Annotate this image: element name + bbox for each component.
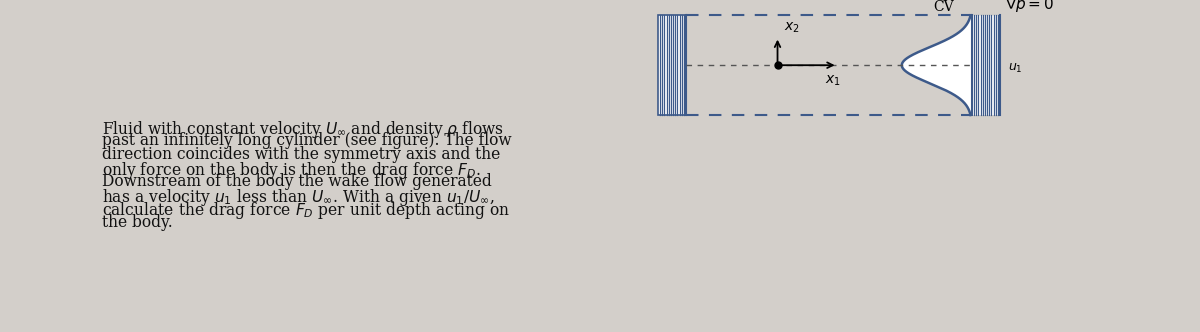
Text: direction coincides with the symmetry axis and the: direction coincides with the symmetry ax… [102,146,500,163]
Text: $x_1$: $x_1$ [824,74,840,89]
Text: has a velocity $u_1$ less than $U_{\infty}$. With a given $u_1/U_{\infty}$,: has a velocity $u_1$ less than $U_{\inft… [102,187,494,208]
Polygon shape [902,15,1000,115]
Text: $\nabla p = 0$: $\nabla p = 0$ [1006,0,1055,14]
Text: calculate the drag force $F_D$ per unit depth acting on: calculate the drag force $F_D$ per unit … [102,200,510,221]
Text: Downstream of the body the wake flow generated: Downstream of the body the wake flow gen… [102,173,492,190]
Text: the body.: the body. [102,214,173,231]
Text: past an infinitely long cylinder (see figure). The flow: past an infinitely long cylinder (see fi… [102,132,511,149]
Text: Fluid with constant velocity $U_{\infty}$ and density $\rho$ flows: Fluid with constant velocity $U_{\infty}… [102,119,504,140]
Bar [658,15,686,115]
Text: only force on the body is then the drag force $F_D$.: only force on the body is then the drag … [102,160,481,181]
Text: $u_1$: $u_1$ [1008,62,1022,75]
Text: $x_2$: $x_2$ [784,21,799,35]
Text: CV: CV [934,0,954,14]
